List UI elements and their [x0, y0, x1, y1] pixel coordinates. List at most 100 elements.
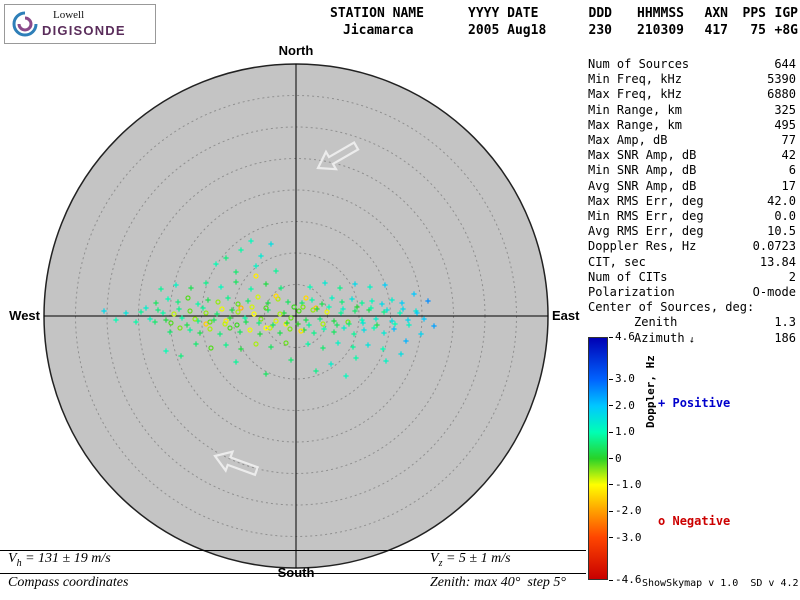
header-col: PPS 75: [728, 6, 766, 38]
header-col: AXN 417: [684, 6, 728, 38]
colorbar-tick-label: 2.0: [615, 398, 635, 412]
stat-label: Max Range, km: [588, 117, 682, 132]
colorbar-tick: [609, 579, 613, 581]
vertical-velocity-value: Vz = 5 ± 1 m/s: [430, 551, 511, 569]
stat-label: Center of Sources, deg:: [588, 300, 755, 315]
colorbar-tick: [609, 431, 613, 433]
stat-label: Azimuth ↑: [634, 330, 696, 346]
header-col-value: 230: [588, 23, 612, 38]
stat-row: Max Freq, kHz 6880: [588, 87, 796, 102]
stat-value: 186: [774, 330, 796, 345]
header-col-value: 210309: [637, 23, 684, 38]
doppler-colorbar: [588, 337, 608, 580]
stat-value: 10.5: [767, 224, 796, 239]
stat-row: Doppler Res, Hz 0.0723: [588, 239, 796, 254]
stat-label: Min Range, km: [588, 102, 682, 117]
stat-value: 6880: [767, 87, 796, 102]
plus-marker-icon: +: [658, 396, 666, 410]
stat-value: 17: [781, 178, 796, 193]
colorbar-tick-label: 1.0: [615, 425, 635, 439]
stat-label: Num of CITs: [588, 269, 668, 284]
colorbar-tick-label: -2.0: [615, 504, 642, 518]
header-col: DDD 230: [572, 6, 612, 38]
azimuth-direction-icon: ↑: [688, 333, 696, 346]
colorbar-tick-label: -4.6: [615, 573, 642, 586]
header-col-label: IGP: [774, 6, 798, 21]
stat-value: 42.0: [767, 193, 796, 208]
digisonde-swirl-icon: [12, 11, 38, 37]
compass-label-east: East: [552, 308, 580, 323]
stat-label: Avg RMS Err, deg: [588, 224, 704, 239]
stat-row: Avg SNR Amp, dB 17: [588, 179, 796, 194]
stat-row: Polarization O-mode: [588, 285, 796, 300]
stat-value: 5390: [767, 72, 796, 87]
logo-lowell-text: Lowell: [53, 9, 85, 21]
stat-row: Max RMS Err, deg 42.0: [588, 194, 796, 209]
stat-label: Avg SNR Amp, dB: [588, 178, 697, 193]
colorbar-tick: [609, 336, 613, 338]
skymap-plot: [43, 63, 549, 569]
stat-value: 6: [788, 163, 796, 178]
drift-arrow-south: [213, 450, 260, 477]
stat-label: Min SNR Amp, dB: [588, 163, 697, 178]
stat-row: Avg RMS Err, deg 10.5: [588, 224, 796, 239]
stat-row: Center of Sources, deg:: [588, 300, 796, 315]
header-table: STATION NAME Jicamarca YYYY DATE 2005 Aug18…: [330, 6, 798, 38]
header-col-label: PPS: [742, 6, 766, 21]
colorbar-tick: [609, 405, 613, 407]
stat-value: 42: [781, 148, 796, 163]
header-col-value: 2005 Aug18: [468, 23, 547, 38]
header-col-label: YYYY DATE: [468, 6, 539, 21]
stat-label: Max Amp, dB: [588, 133, 668, 148]
stat-row: Num of Sources 644: [588, 57, 796, 72]
colorbar-tick-label: -3.0: [615, 530, 642, 544]
stat-row: Num of CITs 2: [588, 270, 796, 285]
stat-value: O-mode: [752, 285, 796, 300]
zenith-range-note: Zenith: max 40° step 5°: [430, 575, 567, 590]
legend-positive-label: Positive: [672, 396, 731, 410]
stat-label: Min Freq, kHz: [588, 72, 682, 87]
stat-label: Max Freq, kHz: [588, 87, 682, 102]
header-col-label: STATION NAME: [330, 6, 424, 21]
header-col: STATION NAME Jicamarca: [330, 6, 468, 38]
stat-label: CIT, sec: [588, 254, 646, 269]
legend-negative: o Negative: [658, 514, 730, 528]
colorbar-axis-label: Doppler, Hz: [644, 355, 657, 428]
stat-value: 13.84: [759, 254, 796, 269]
drift-arrow-north: [316, 141, 360, 171]
stat-row: Azimuth ↑ 186: [588, 331, 796, 347]
header-col: IGP +8G: [766, 6, 798, 38]
stat-value: 1.3: [774, 315, 796, 330]
stat-value: 0.0: [774, 209, 796, 224]
colorbar-tick: [609, 378, 613, 380]
stat-row: Max SNR Amp, dB 42: [588, 148, 796, 163]
legend-positive: + Positive: [658, 396, 730, 410]
header-col: YYYY DATE 2005 Aug18: [468, 6, 572, 38]
stat-label: Zenith: [634, 315, 678, 330]
footer-divider-top: [0, 550, 586, 551]
circle-marker-icon: o: [658, 514, 666, 528]
colorbar-tick-label: -1.0: [615, 477, 642, 491]
logo-digisonde-text: DIGISONDE: [42, 23, 126, 38]
digisonde-logo: Lowell DIGISONDE: [4, 4, 156, 44]
footer-divider-bottom: [0, 573, 586, 574]
colorbar-tick: [609, 458, 613, 459]
colorbar-tick-label: 4.6: [615, 330, 635, 343]
stat-row: CIT, sec 13.84: [588, 255, 796, 270]
compass-label-west: West: [9, 308, 40, 323]
stat-value: 644: [774, 57, 796, 71]
stat-row: Min SNR Amp, dB 6: [588, 163, 796, 178]
stat-row: Min RMS Err, deg 0.0: [588, 209, 796, 224]
stat-row: Zenith 1.3: [588, 315, 796, 330]
horizontal-velocity-value: Vh = 131 ± 19 m/s: [8, 551, 111, 569]
header-col: HHMMSS 210309: [612, 6, 684, 38]
stat-row: Max Amp, dB 77: [588, 133, 796, 148]
header-col-value: 75: [750, 23, 766, 38]
colorbar-tick: [609, 510, 613, 512]
stats-panel: Num of Sources 644 Min Freq, kHz 5390 Max Fr…: [588, 57, 796, 347]
colorbar-tick: [609, 537, 613, 539]
version-text: ShowSkymap v 1.0 SD v 4.2: [642, 578, 799, 589]
stat-label: Polarization: [588, 285, 675, 300]
header-col-value: Jicamarca: [343, 23, 414, 38]
